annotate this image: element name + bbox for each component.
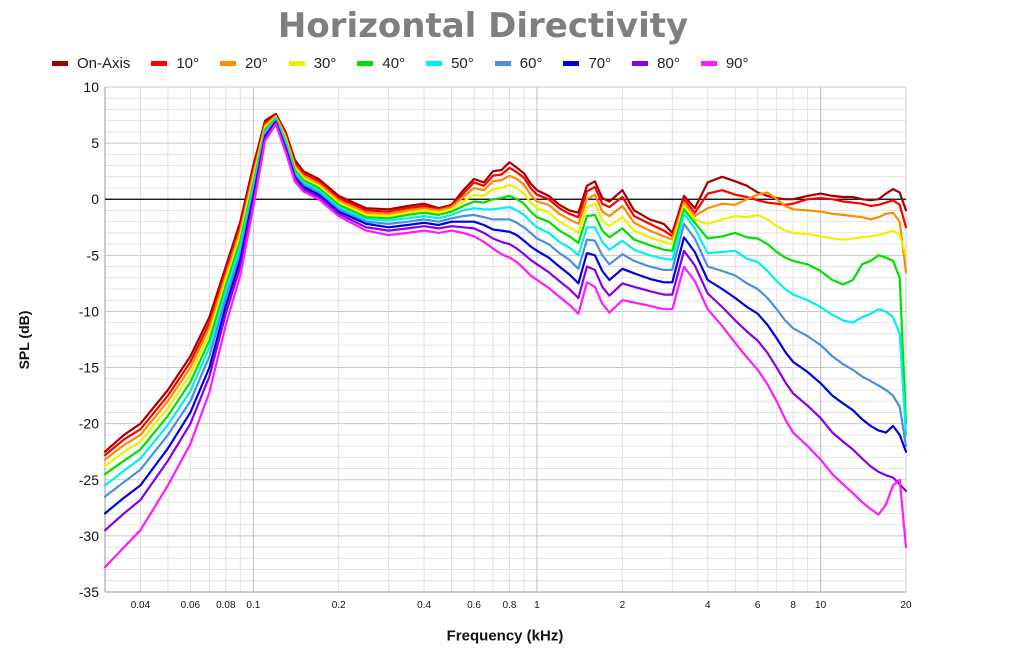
plot-area [105, 87, 906, 592]
legend-label: 40° [382, 54, 406, 72]
y-tick-label: 0 [91, 191, 99, 207]
y-tick-label: 10 [83, 79, 99, 95]
legend-swatch [220, 60, 237, 66]
legend-swatch [494, 60, 511, 66]
x-tick-label: 0.06 [181, 600, 201, 611]
legend-swatch [426, 60, 443, 66]
y-tick-label: -30 [79, 528, 99, 544]
x-tick-label: 6 [755, 600, 761, 611]
legend-label: 30° [313, 54, 337, 72]
x-tick-label: 4 [705, 600, 711, 611]
chart-title: Horizontal Directivity [277, 6, 689, 46]
x-tick-label: 0.4 [417, 600, 431, 611]
x-axis-label: Frequency (kHz) [446, 627, 564, 645]
legend-swatch [700, 60, 717, 66]
x-tick-label: 0.2 [332, 600, 346, 611]
legend-item: 70° [563, 55, 611, 72]
legend-swatch [288, 60, 305, 66]
y-tick-label: 5 [91, 135, 99, 151]
legend-swatch [151, 60, 168, 66]
legend-item: 10° [151, 55, 199, 72]
legend-item: 60° [494, 54, 543, 72]
x-tick-label: 0.8 [503, 600, 517, 611]
legend-item: 40° [357, 55, 405, 72]
x-tick-label: 8 [790, 600, 796, 611]
legend-label: 50° [451, 54, 474, 72]
legend-label: 70° [588, 54, 612, 72]
legend-swatch [52, 60, 68, 66]
legend-label: 60° [519, 54, 543, 72]
series-line [103, 122, 908, 569]
x-tick-label: 1 [534, 600, 540, 611]
legend-item: On-Axis [52, 55, 130, 72]
x-tick-label: 0.1 [246, 600, 260, 611]
legend-label: 10° [176, 54, 200, 72]
x-tick-label: 0.6 [467, 600, 481, 611]
y-tick-label: -5 [87, 247, 100, 263]
legend-label: 90° [725, 54, 749, 72]
y-tick-label: -20 [79, 416, 99, 432]
legend-label: On-Axis [77, 54, 131, 72]
legend-item: 20° [220, 55, 268, 72]
legend-item: 50° [426, 55, 474, 72]
legend-label: 80° [657, 54, 680, 72]
x-tick-label: 10 [815, 600, 827, 611]
y-tick-label: -35 [79, 584, 99, 600]
legend: On-Axis 10° 20° 30° 40° 50° 60° 70° 80° 90° [52, 52, 770, 74]
legend-swatch [632, 60, 649, 66]
y-axis-label: SPL (dB) [16, 310, 32, 370]
y-tick-label: -15 [79, 360, 99, 376]
x-tick-label: 20 [900, 600, 912, 611]
x-tick-label: 0.04 [131, 600, 151, 611]
y-tick-label: -10 [79, 303, 99, 319]
legend-item: 30° [288, 54, 337, 72]
legend-swatch [357, 60, 374, 66]
y-tick-label: -25 [79, 472, 99, 488]
x-tick-label: 0.08 [216, 600, 236, 611]
legend-item: 90° [700, 54, 749, 72]
legend-label: 20° [245, 54, 268, 72]
legend-item: 80° [632, 55, 680, 72]
legend-swatch [563, 60, 580, 66]
x-tick-label: 2 [620, 600, 626, 611]
